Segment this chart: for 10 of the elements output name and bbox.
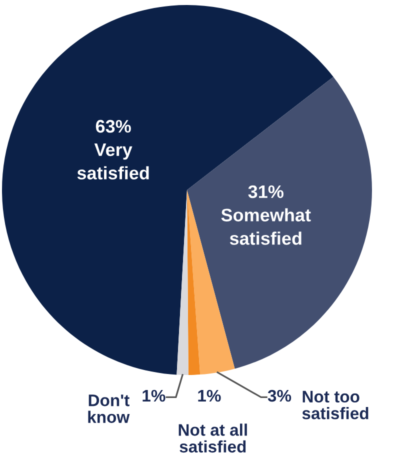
slice-label: Not too satisfied: [302, 390, 368, 420]
data-label: 1%: [142, 390, 166, 402]
slice-label: Very satisfied: [77, 143, 149, 180]
data-label: 1%: [198, 390, 221, 402]
data-label: 63%: [96, 120, 131, 133]
data-label: 31%: [248, 185, 284, 198]
slice-label: Not at all satisfied: [178, 424, 247, 453]
slice-label: Don't know: [88, 394, 130, 423]
slice-label: Somewhat satisfied: [221, 208, 311, 245]
data-label: 3%: [268, 390, 292, 402]
